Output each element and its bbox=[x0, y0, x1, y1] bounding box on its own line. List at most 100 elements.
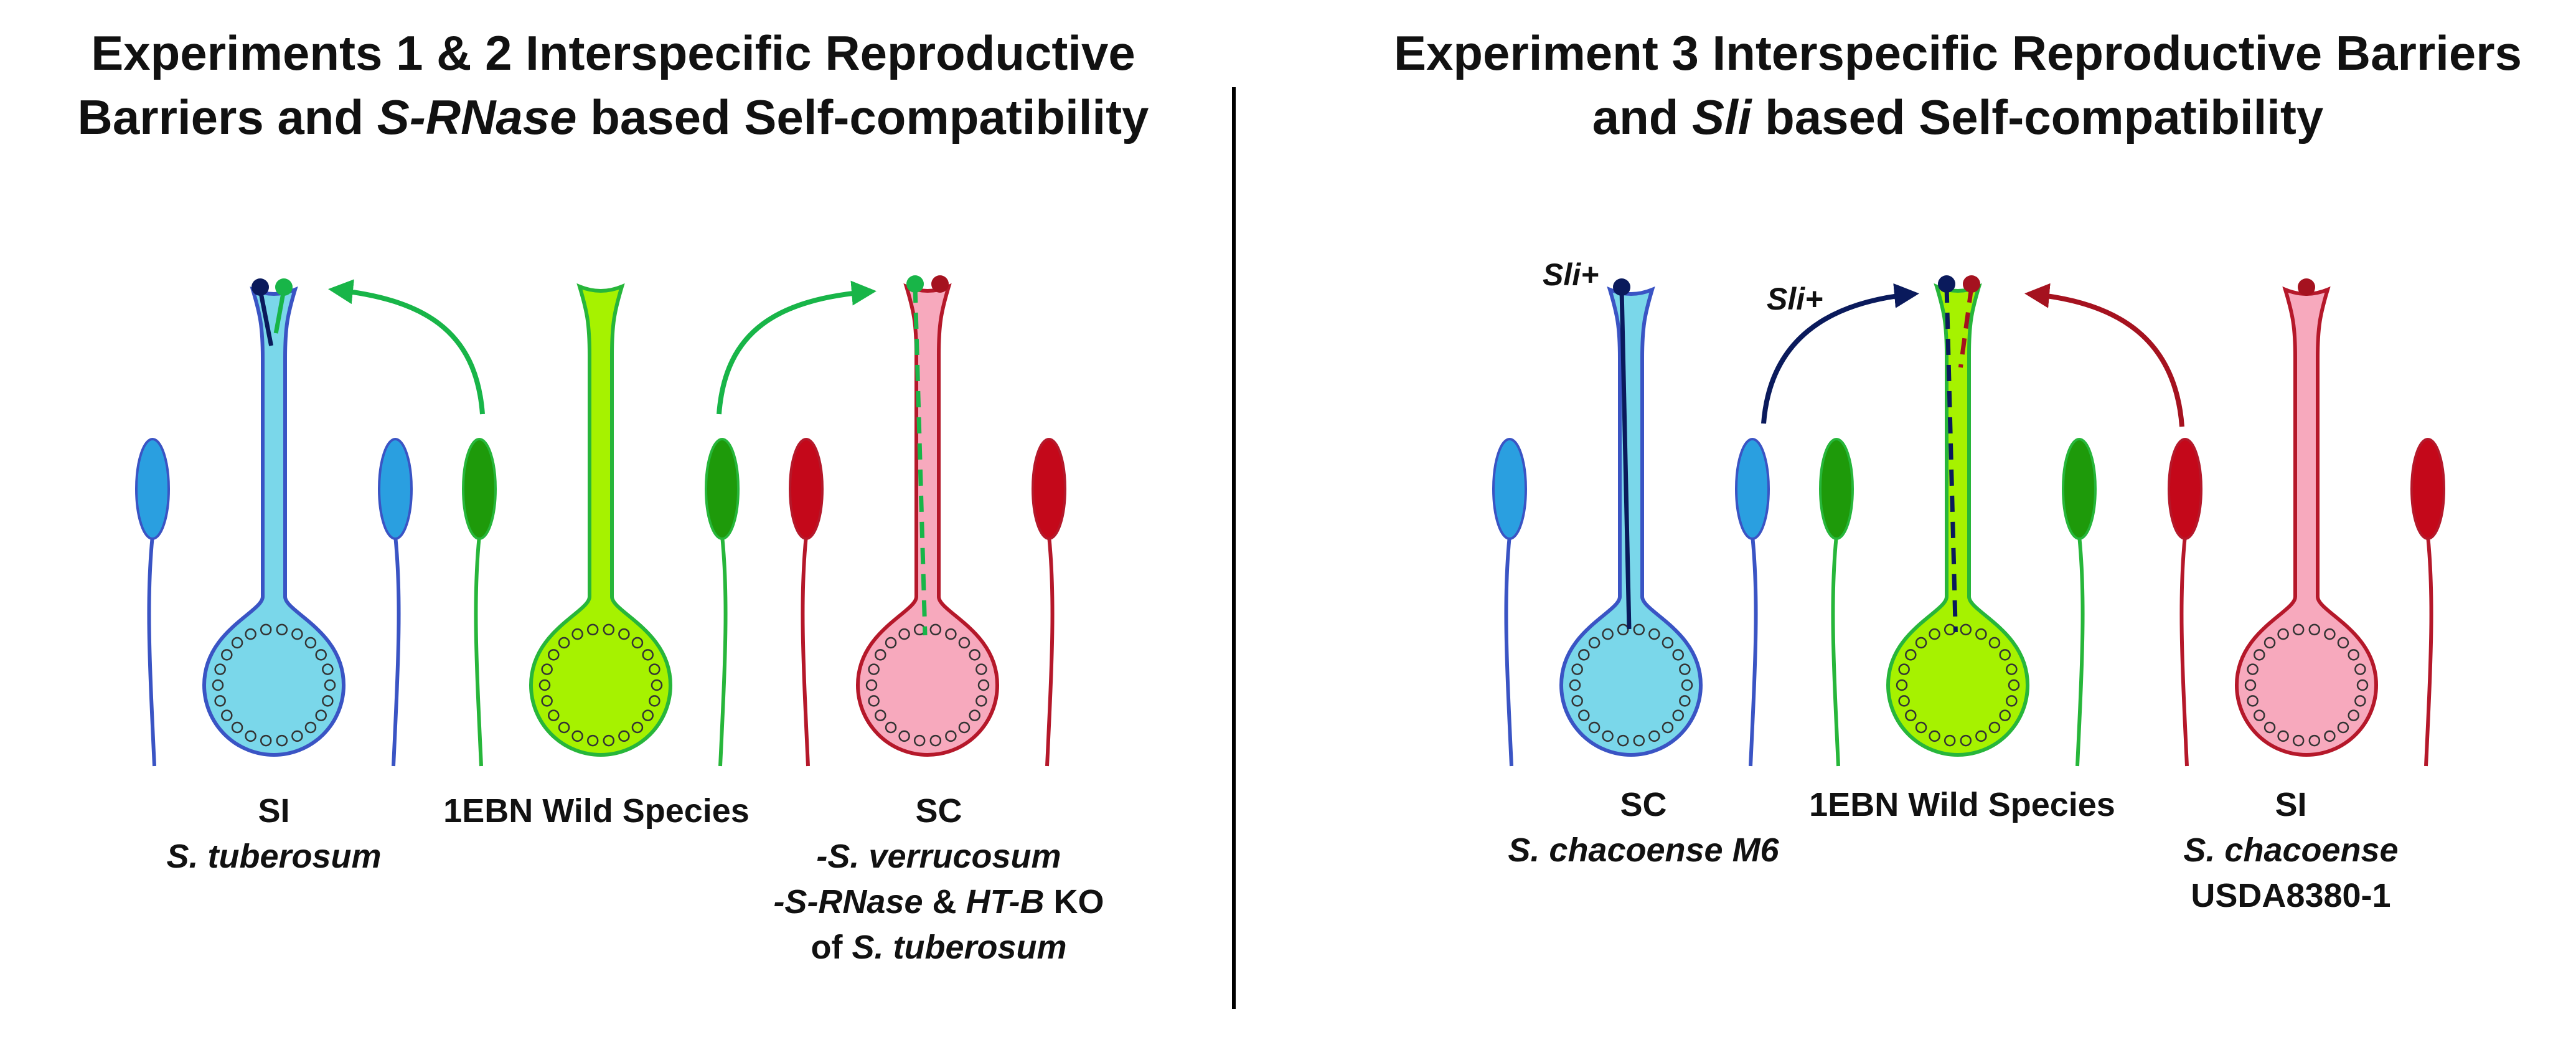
anther-right bbox=[1032, 438, 1066, 540]
ovule bbox=[1569, 679, 1581, 691]
flower-1ebn-wild-left bbox=[462, 283, 740, 767]
ovule bbox=[571, 628, 583, 640]
ovule bbox=[1578, 709, 1590, 721]
anther-left bbox=[135, 438, 170, 540]
pollen-grain bbox=[251, 278, 269, 296]
label-usda8380: USDA8380-1 bbox=[2191, 877, 2390, 914]
ovule bbox=[1929, 628, 1940, 640]
ovule bbox=[541, 695, 553, 707]
ovule bbox=[1648, 730, 1660, 742]
ovule bbox=[2254, 709, 2265, 721]
stamen-filament-right bbox=[2075, 535, 2085, 767]
ovule bbox=[885, 721, 897, 734]
ovule bbox=[1681, 679, 1693, 691]
ovule bbox=[322, 695, 334, 707]
ovule bbox=[548, 649, 560, 661]
ovule bbox=[2263, 721, 2276, 734]
label-sc-left: SC bbox=[915, 792, 962, 830]
ovule bbox=[969, 709, 980, 721]
ovule bbox=[2354, 663, 2366, 675]
ovule bbox=[651, 679, 663, 691]
arrow-wild-to-s-tuberosum bbox=[328, 279, 485, 415]
ovule bbox=[2292, 734, 2305, 747]
ovule bbox=[958, 721, 971, 734]
stamen-filament-left bbox=[801, 535, 810, 767]
stamen-filament-right bbox=[1749, 535, 1758, 767]
ovule bbox=[260, 734, 272, 747]
ovule bbox=[865, 679, 878, 691]
pistil bbox=[1886, 283, 2030, 757]
ovule bbox=[221, 649, 233, 661]
ovule bbox=[631, 721, 644, 734]
ovule bbox=[1672, 649, 1684, 661]
ovule bbox=[1633, 623, 1645, 636]
ovule bbox=[221, 709, 233, 721]
ovule bbox=[2263, 637, 2276, 649]
ovule bbox=[1578, 649, 1590, 661]
ovule bbox=[945, 730, 957, 742]
ovule bbox=[245, 730, 256, 742]
ovule bbox=[1602, 628, 1614, 640]
ovule bbox=[1617, 623, 1629, 636]
ovule bbox=[538, 679, 551, 691]
ovule bbox=[1905, 709, 1917, 721]
ovule bbox=[214, 663, 226, 675]
ovule bbox=[586, 623, 599, 636]
ovule bbox=[1975, 628, 1987, 640]
label-of-s-tuberosum: of S. tuberosum bbox=[811, 929, 1066, 966]
pollen-tube bbox=[1619, 289, 1632, 630]
ovule bbox=[975, 695, 987, 707]
ovule bbox=[558, 721, 570, 734]
stamen-filament-left bbox=[474, 535, 483, 767]
ovule bbox=[649, 695, 660, 707]
label-s-chacoense-m6: S. chacoense M6 bbox=[1508, 831, 1779, 869]
pistil bbox=[1559, 286, 1703, 757]
ovule bbox=[2006, 663, 2018, 675]
stamen-filament-right bbox=[718, 535, 728, 767]
ovule bbox=[276, 623, 288, 636]
ovule bbox=[324, 679, 336, 691]
flower-1ebn-wild-right bbox=[1819, 275, 2097, 767]
ovule bbox=[260, 623, 272, 636]
label-sc-verrucosum: SC -S. verrucosum -S-RNase & HT-B KO of … bbox=[773, 792, 1104, 966]
ovule bbox=[618, 730, 630, 742]
label-s-chacoense: S. chacoense bbox=[2183, 831, 2398, 869]
ovule bbox=[231, 721, 243, 734]
label-1ebn-wild-left: 1EBN Wild Species bbox=[443, 792, 750, 830]
label-si-chacoense: SI S. chacoense USDA8380-1 bbox=[2183, 786, 2398, 914]
ovule bbox=[1988, 637, 2001, 649]
label-1ebn-wild-right: 1EBN Wild Species bbox=[1809, 786, 2115, 823]
ovule bbox=[1915, 637, 1927, 649]
label-sc-right: SC bbox=[1620, 786, 1666, 823]
ovule bbox=[315, 709, 327, 721]
ovule bbox=[558, 637, 570, 649]
label-si-s-tuberosum: SI S. tuberosum bbox=[166, 792, 381, 875]
ovule bbox=[958, 637, 971, 649]
ovule bbox=[2008, 679, 2020, 691]
ovule bbox=[868, 695, 880, 707]
ovule bbox=[304, 721, 317, 734]
ovule bbox=[322, 663, 334, 675]
flower-si-s-tuberosum bbox=[135, 278, 413, 767]
left-panel-title: Experiments 1 & 2 Interspecific Reproduc… bbox=[78, 26, 1149, 144]
ovule bbox=[2277, 628, 2289, 640]
arrow-si-chacoense-to-wild bbox=[2024, 283, 2184, 427]
left-title-line2: Barriers and S-RNase based Self-compatib… bbox=[78, 90, 1149, 144]
pistil bbox=[2234, 286, 2379, 757]
right-panel-title: Experiment 3 Interspecific Reproductive … bbox=[1394, 26, 2522, 144]
flower-sc-verrucosum bbox=[789, 275, 1066, 767]
arrow-wild-to-sc bbox=[717, 280, 877, 415]
label-s-verrucosum: -S. verrucosum bbox=[816, 838, 1061, 875]
ovule bbox=[1915, 721, 1927, 734]
ovule bbox=[214, 695, 226, 707]
ovule bbox=[969, 649, 980, 661]
ovule bbox=[212, 679, 224, 691]
ovule bbox=[1898, 663, 1910, 675]
ovule bbox=[2247, 695, 2259, 707]
ovule bbox=[2337, 721, 2349, 734]
ovule bbox=[1905, 649, 1917, 661]
ovule bbox=[975, 663, 987, 675]
pollen-tube bbox=[273, 289, 286, 334]
arrow-sc-m6-to-wild bbox=[1761, 283, 1919, 424]
ovule bbox=[1999, 709, 2011, 721]
